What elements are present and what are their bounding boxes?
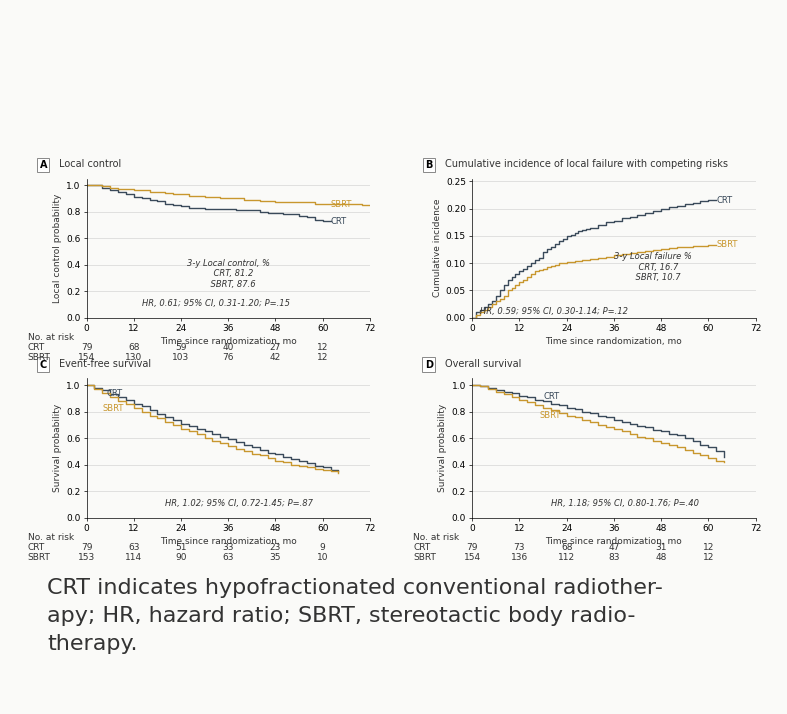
Text: HR, 1.18; 95% CI, 0.80-1.76; P=.40: HR, 1.18; 95% CI, 0.80-1.76; P=.40: [551, 499, 699, 508]
Text: Event-free survival: Event-free survival: [59, 359, 151, 369]
Text: 90: 90: [176, 553, 187, 563]
Text: Cumulative incidence of local failure with competing risks: Cumulative incidence of local failure wi…: [445, 159, 728, 169]
Text: 35: 35: [270, 553, 281, 563]
Text: No. at risk: No. at risk: [413, 533, 460, 543]
Text: 40: 40: [223, 343, 234, 353]
Text: SBRT: SBRT: [102, 404, 124, 413]
Text: 114: 114: [125, 553, 142, 563]
X-axis label: Time since randomization, mo: Time since randomization, mo: [160, 337, 297, 346]
Text: 59: 59: [176, 343, 187, 353]
Text: 73: 73: [514, 543, 525, 553]
Text: 68: 68: [561, 543, 572, 553]
Text: 48: 48: [656, 553, 667, 563]
Text: 112: 112: [558, 553, 575, 563]
X-axis label: Time since randomization, mo: Time since randomization, mo: [160, 537, 297, 546]
Text: SBRT: SBRT: [539, 411, 560, 420]
Text: CRT: CRT: [543, 393, 559, 401]
Text: HR, 1.02; 95% CI, 0.72-1.45; P=.87: HR, 1.02; 95% CI, 0.72-1.45; P=.87: [165, 499, 313, 508]
Text: SBRT: SBRT: [331, 200, 352, 208]
Text: CRT: CRT: [413, 543, 430, 553]
Text: SBRT: SBRT: [413, 553, 436, 563]
Text: 103: 103: [172, 353, 190, 363]
Text: CRT: CRT: [716, 196, 732, 205]
Text: CRT: CRT: [28, 343, 45, 353]
Text: 130: 130: [125, 353, 142, 363]
Text: 27: 27: [270, 343, 281, 353]
Text: 83: 83: [608, 553, 619, 563]
Text: 79: 79: [81, 343, 92, 353]
Text: 136: 136: [511, 553, 528, 563]
Y-axis label: Survival probability: Survival probability: [53, 404, 61, 492]
Text: 33: 33: [223, 543, 234, 553]
Text: 12: 12: [703, 543, 714, 553]
Text: 153: 153: [78, 553, 95, 563]
Text: A: A: [39, 160, 47, 170]
Text: SBRT: SBRT: [28, 553, 50, 563]
Text: SBRT: SBRT: [28, 353, 50, 363]
Text: No. at risk: No. at risk: [28, 333, 74, 343]
Y-axis label: Survival probability: Survival probability: [438, 404, 447, 492]
Y-axis label: Local control probability: Local control probability: [53, 193, 61, 303]
Text: CRT indicates hypofractionated conventional radiother-
apy; HR, hazard ratio; SB: CRT indicates hypofractionated conventio…: [47, 578, 663, 654]
Text: 12: 12: [317, 343, 328, 353]
Text: 12: 12: [703, 553, 714, 563]
Text: SBRT: SBRT: [716, 240, 737, 249]
Text: 9: 9: [320, 543, 326, 553]
Text: 63: 63: [128, 543, 139, 553]
Text: Local control: Local control: [59, 159, 121, 169]
Text: C: C: [39, 360, 47, 370]
Text: HR, 0.59; 95% CI, 0.30-1.14; P=.12: HR, 0.59; 95% CI, 0.30-1.14; P=.12: [480, 307, 628, 316]
Text: D: D: [425, 360, 433, 370]
Text: 47: 47: [608, 543, 619, 553]
Text: 31: 31: [656, 543, 667, 553]
X-axis label: Time since randomization, mo: Time since randomization, mo: [545, 537, 682, 546]
Text: 79: 79: [81, 543, 92, 553]
Text: 3-y Local failure %
    CRT, 16.7
    SBRT, 10.7: 3-y Local failure % CRT, 16.7 SBRT, 10.7: [615, 253, 692, 282]
Text: 51: 51: [176, 543, 187, 553]
Text: 12: 12: [317, 353, 328, 363]
Text: 10: 10: [317, 553, 328, 563]
Y-axis label: Cumulative incidence: Cumulative incidence: [433, 199, 442, 297]
Text: 3-y Local control, %
    CRT, 81.2
    SBRT, 87.6: 3-y Local control, % CRT, 81.2 SBRT, 87.…: [187, 258, 270, 288]
Text: HR, 0.61; 95% CI, 0.31-1.20; P=.15: HR, 0.61; 95% CI, 0.31-1.20; P=.15: [142, 299, 290, 308]
Text: 63: 63: [223, 553, 234, 563]
Text: 76: 76: [223, 353, 234, 363]
Text: 68: 68: [128, 343, 139, 353]
Text: 154: 154: [78, 353, 95, 363]
Text: 23: 23: [270, 543, 281, 553]
Text: 79: 79: [467, 543, 478, 553]
Text: 154: 154: [464, 553, 481, 563]
Text: B: B: [425, 160, 433, 170]
Text: Overall survival: Overall survival: [445, 359, 521, 369]
Text: CRT: CRT: [28, 543, 45, 553]
Text: No. at risk: No. at risk: [28, 533, 74, 543]
X-axis label: Time since randomization, mo: Time since randomization, mo: [545, 337, 682, 346]
Text: 42: 42: [270, 353, 281, 363]
Text: CRT: CRT: [331, 216, 346, 226]
Text: CRT: CRT: [106, 389, 122, 398]
